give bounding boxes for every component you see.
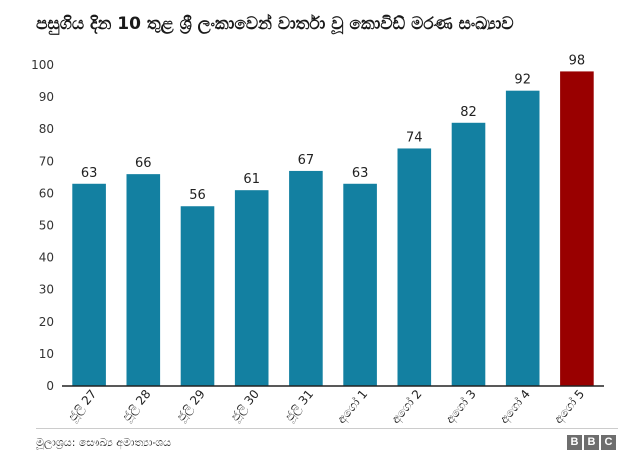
bar	[560, 71, 594, 387]
y-axis: 0 10 20 30 40 50 60 70 80 90 100	[31, 58, 54, 393]
bar	[126, 174, 161, 386]
data-label: 63	[81, 166, 98, 181]
bar	[343, 183, 377, 386]
bar	[289, 170, 323, 386]
data-label: 92	[514, 73, 531, 88]
data-label: 74	[406, 130, 423, 145]
bbc-logo-letter: B	[584, 435, 599, 450]
chart-title: පසුගිය දින 10 තුළ ශ්‍රී ලංකාවෙන් වාර්තා …	[36, 14, 514, 34]
y-tick-label: 20	[39, 315, 54, 329]
bbc-logo: B B C	[567, 435, 616, 450]
y-tick-label: 80	[39, 122, 54, 136]
x-tick-label: ජූලි 29	[174, 387, 209, 425]
bar	[180, 206, 215, 386]
y-tick-label: 30	[39, 283, 54, 297]
y-tick-label: 10	[39, 347, 54, 361]
x-tick-label: අගෝ 2	[388, 387, 425, 427]
x-tick-label: ජූලි 28	[119, 387, 154, 425]
bar	[234, 190, 269, 386]
data-label: 82	[460, 105, 477, 120]
y-tick-label: 60	[39, 186, 54, 200]
y-tick-label: 40	[39, 251, 54, 265]
x-tick-label: ජූලි 30	[228, 387, 263, 425]
data-label: 66	[135, 156, 152, 171]
bbc-logo-letter: B	[567, 435, 582, 450]
value-labels: 63 66 56 61 67 63 74 82 92 98	[81, 53, 585, 203]
y-tick-label: 70	[39, 154, 54, 168]
data-label: 56	[189, 188, 206, 203]
data-label: 63	[352, 166, 369, 181]
y-tick-label: 50	[39, 219, 54, 233]
x-tick-label: අගෝ 1	[334, 387, 371, 427]
x-tick-label: අගෝ 4	[497, 387, 534, 427]
y-tick-label: 100	[31, 58, 54, 72]
bbc-logo-letter: C	[601, 435, 616, 450]
footer-divider	[36, 428, 618, 429]
bar	[505, 90, 540, 387]
y-tick-label: 90	[39, 90, 54, 104]
x-axis: ජූලි 27 ජූලි 28 ජූලි 29 ජූලි 30 ජූලි 31 අගෝ 1…	[62, 385, 604, 427]
bar	[72, 183, 106, 386]
x-tick-label: අගෝ 3	[443, 387, 480, 427]
y-tick-label: 0	[46, 379, 54, 393]
source-note: මූලාශ්‍රය: සෞඛ්‍ය අමාත්‍යාංශය	[36, 436, 172, 449]
bars	[72, 71, 594, 387]
data-label: 67	[298, 153, 315, 168]
data-label: 61	[243, 172, 260, 187]
bar	[397, 148, 432, 386]
bar	[451, 122, 486, 386]
x-tick-label: අගෝ 5	[551, 387, 588, 427]
x-tick-label: ජූලි 27	[65, 387, 100, 425]
data-label: 98	[569, 53, 586, 68]
x-tick-label: ජූලි 31	[282, 387, 317, 425]
